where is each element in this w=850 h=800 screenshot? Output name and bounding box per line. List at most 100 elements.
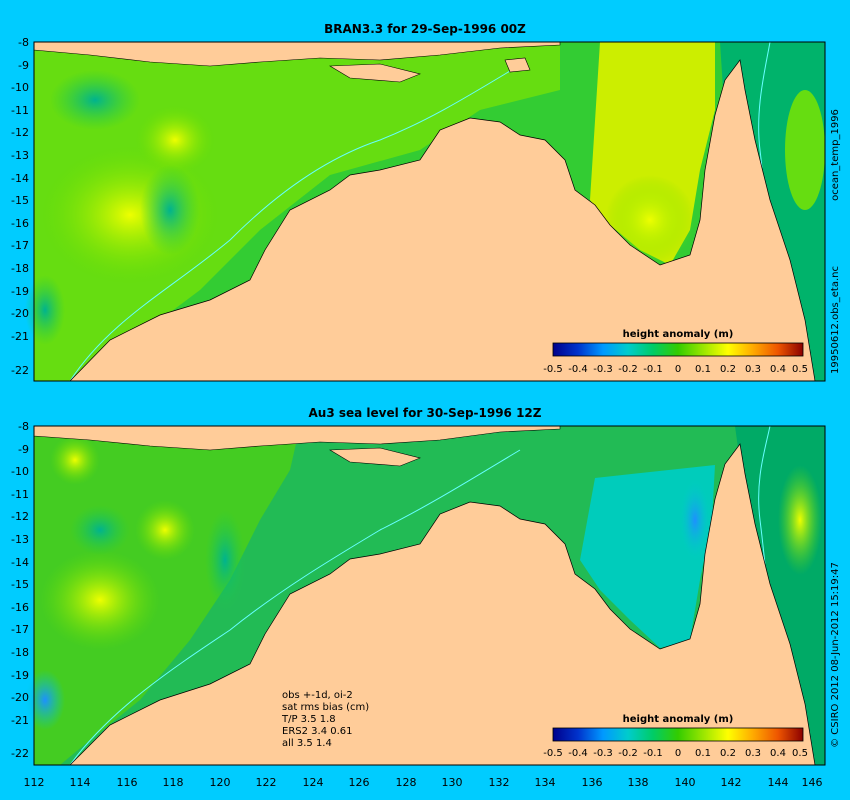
lon-tick-label: 132 <box>489 776 510 789</box>
lat-tick-label: -19 <box>11 285 29 298</box>
bottom-anomaly-high <box>135 500 195 560</box>
lon-tick-label: 118 <box>163 776 184 789</box>
lon-tick-label: 134 <box>535 776 556 789</box>
lat-tick-label: -14 <box>11 556 29 569</box>
bottom-anomaly-low <box>680 480 710 560</box>
colorbar-tick: 0 <box>675 364 681 375</box>
colorbar-scale <box>552 342 804 357</box>
lat-tick-label: -8 <box>18 420 29 433</box>
lat-tick-label: -21 <box>11 330 29 343</box>
lat-tick-label: -16 <box>11 601 29 614</box>
lat-tick-label: -11 <box>11 104 29 117</box>
colorbar-tick: -0.3 <box>593 748 613 759</box>
colorbar-tick: -0.5 <box>543 748 563 759</box>
lon-tick-label: 112 <box>24 776 45 789</box>
obs-note-line: sat rms bias (cm) <box>282 702 369 713</box>
lon-tick-label: 120 <box>210 776 231 789</box>
lat-tick-label: -16 <box>11 217 29 230</box>
lat-tick-label: -14 <box>11 172 29 185</box>
colorbar-title: height anomaly (m) <box>623 329 734 340</box>
top-anomaly-low <box>25 275 65 345</box>
bottom-australia <box>69 443 816 766</box>
colorbar-tick: -0.4 <box>568 364 588 375</box>
colorbar-tick: -0.2 <box>618 748 638 759</box>
lat-tick-label: -17 <box>11 239 29 252</box>
top-lat-axis: -8 -9 -10 -11 -12 -13 -14 -15 -16 -17 -1… <box>11 36 29 377</box>
lon-tick-label: 116 <box>117 776 138 789</box>
top-map-frame <box>33 41 826 382</box>
bottom-anomaly-high <box>778 465 822 575</box>
bottom-anomaly-low <box>70 505 130 555</box>
bottom-anomaly-low <box>25 670 65 730</box>
top-australia <box>69 59 816 382</box>
colorbar-tick: -0.5 <box>543 364 563 375</box>
lon-tick-label: 114 <box>70 776 91 789</box>
colorbar-tick: -0.4 <box>568 748 588 759</box>
bottom-lat-axis: -8 -9 -10 -11 -12 -13 -14 -15 -16 -17 -1… <box>11 420 29 760</box>
lat-tick-label: -8 <box>18 36 29 49</box>
side-label-middle: 19950612.obs_eta.nc <box>830 266 841 374</box>
lat-tick-label: -22 <box>11 364 29 377</box>
bottom-anomaly-high <box>50 435 100 485</box>
lat-tick-label: -20 <box>11 307 29 320</box>
colorbar-tick: -0.1 <box>643 364 663 375</box>
lat-tick-label: -9 <box>18 443 29 456</box>
top-panel: BRAN3.3 for 29-Sep-1996 00Z <box>11 22 826 382</box>
lon-tick-label: 142 <box>721 776 742 789</box>
lon-axis: 112 114 116 118 120 122 124 126 128 130 … <box>24 776 823 789</box>
lat-tick-label: -18 <box>11 646 29 659</box>
colorbar-tick: 0.1 <box>695 364 711 375</box>
lat-tick-label: -19 <box>11 669 29 682</box>
lat-tick-label: -22 <box>11 747 29 760</box>
lat-tick-label: -15 <box>11 194 29 207</box>
colorbar-tick: -0.2 <box>618 364 638 375</box>
bottom-timor <box>328 447 421 467</box>
lon-tick-label: 128 <box>396 776 417 789</box>
lat-tick-label: -18 <box>11 262 29 275</box>
lat-tick-label: -12 <box>11 126 29 139</box>
colorbar-tick: 0 <box>675 748 681 759</box>
bottom-map <box>25 425 826 766</box>
colorbar-tick: -0.3 <box>593 364 613 375</box>
lon-tick-label: 124 <box>303 776 324 789</box>
obs-note-line: T/P 3.5 1.8 <box>281 714 336 725</box>
lat-tick-label: -21 <box>11 714 29 727</box>
lon-tick-label: 136 <box>582 776 603 789</box>
bottom-colorbar: height anomaly (m) -0.5 -0.4 -0.3 -0.2 -… <box>543 714 808 759</box>
bottom-panel-title: Au3 sea level for 30-Sep-1996 12Z <box>309 406 542 420</box>
lat-tick-label: -10 <box>11 81 29 94</box>
colorbar-tick: 0.2 <box>720 748 736 759</box>
top-map <box>25 41 826 382</box>
bottom-map-frame <box>33 425 826 766</box>
top-islands <box>33 41 561 67</box>
lat-tick-label: -15 <box>11 578 29 591</box>
colorbar-title: height anomaly (m) <box>623 714 734 725</box>
top-contour-line <box>69 64 521 382</box>
colorbar-tick: 0.1 <box>695 748 711 759</box>
lat-tick-label: -9 <box>18 59 29 72</box>
colorbar-tick: 0.4 <box>770 748 786 759</box>
obs-note-line: all 3.5 1.4 <box>282 738 332 749</box>
obs-note-line: obs +-1d, oi-2 <box>282 690 353 701</box>
lat-tick-label: -10 <box>11 465 29 478</box>
colorbar-tick: 0.2 <box>720 364 736 375</box>
obs-note-line: ERS2 3.4 0.61 <box>282 726 353 737</box>
colorbar-tick: 0.4 <box>770 364 786 375</box>
top-anomaly-low <box>140 165 200 255</box>
bottom-contour-line <box>69 449 521 766</box>
lat-tick-label: -20 <box>11 691 29 704</box>
lon-tick-label: 138 <box>628 776 649 789</box>
lon-tick-label: 146 <box>802 776 823 789</box>
lat-tick-label: -11 <box>11 488 29 501</box>
top-timor <box>328 63 421 83</box>
top-island <box>504 57 531 73</box>
colorbar-scale <box>552 727 804 742</box>
lon-tick-label: 140 <box>675 776 696 789</box>
side-label-bottom: © CSIRO 2012 08-Jun-2012 15:19:47 <box>830 562 841 748</box>
colorbar-tick: 0.3 <box>745 364 761 375</box>
lon-tick-label: 144 <box>768 776 789 789</box>
top-anomaly-high <box>785 90 825 210</box>
lat-tick-label: -13 <box>11 149 29 162</box>
colorbar-tick: 0.5 <box>792 364 808 375</box>
